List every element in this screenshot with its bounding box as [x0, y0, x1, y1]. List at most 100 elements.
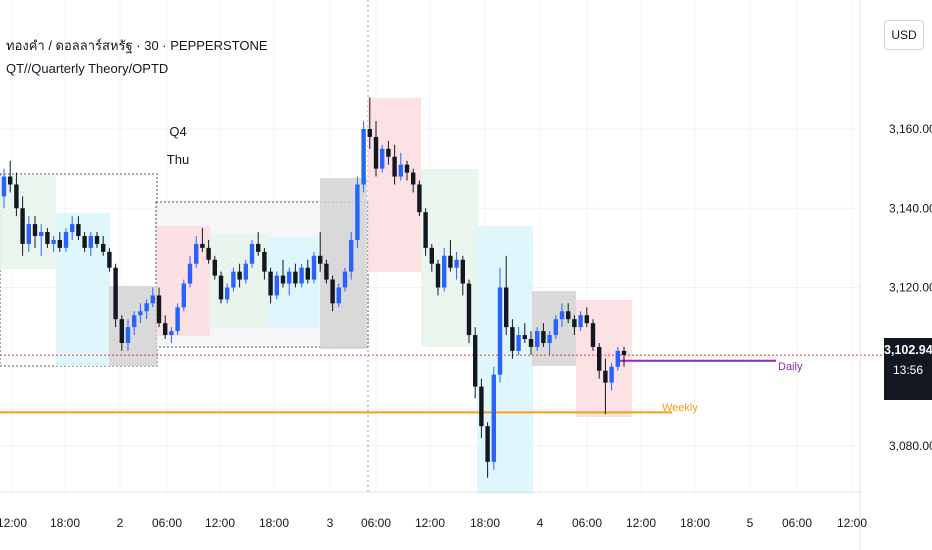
candle-body	[32, 224, 38, 236]
candle-body	[485, 426, 490, 462]
daily-level-label: Daily	[778, 361, 803, 373]
candle-body	[435, 263, 441, 288]
candle-body	[528, 339, 534, 347]
candle-body	[454, 259, 459, 268]
candle-body	[101, 243, 106, 252]
candle-body	[299, 267, 304, 284]
candle-body	[243, 263, 248, 280]
candle-body	[479, 386, 484, 427]
bar-countdown: 13:56	[892, 363, 924, 377]
candle-body	[14, 184, 19, 209]
candles	[1, 97, 627, 478]
candle-body	[212, 259, 217, 276]
candle-body	[386, 148, 391, 157]
quarter-label: Q4	[169, 124, 186, 139]
candle-body	[615, 350, 620, 367]
candle-body	[497, 287, 503, 375]
weekly-level-label: Weekly	[662, 402, 698, 414]
candle-body	[411, 172, 416, 185]
candle-body	[119, 319, 124, 343]
candle-body	[125, 327, 131, 343]
candle-body	[26, 224, 31, 244]
candle-body	[113, 267, 118, 320]
candle-body	[361, 129, 366, 185]
session-box	[368, 98, 421, 272]
day-label: Thu	[167, 152, 189, 167]
candle-body	[175, 307, 180, 332]
x-tick-label: 12:00	[0, 516, 27, 530]
y-tick-label: 3,140.00	[889, 201, 932, 215]
candle-body	[76, 224, 81, 236]
candle-body	[225, 287, 230, 300]
candle-body	[280, 275, 286, 284]
candle-body	[107, 251, 112, 268]
x-tick-label: 06:00	[152, 516, 182, 530]
candle-body	[169, 331, 174, 336]
candle-body	[82, 235, 87, 248]
candle-body	[200, 243, 205, 248]
candle-body	[305, 267, 310, 280]
candle-body	[249, 243, 255, 264]
candle-body	[504, 287, 509, 328]
candle-body	[547, 335, 552, 343]
indicator-title[interactable]: QT//Quarterly Theory/OPTD	[6, 61, 169, 76]
y-tick-label: 3,160.00	[889, 122, 932, 136]
candle-body	[70, 224, 75, 233]
candle-body	[231, 271, 236, 288]
candle-body	[132, 315, 137, 328]
candle-body	[138, 311, 143, 316]
x-tick-label: 12:00	[205, 516, 235, 530]
candle-body	[187, 263, 193, 284]
candle-body	[355, 184, 360, 240]
candle-body	[144, 303, 149, 312]
x-tick-label: 12:00	[837, 516, 867, 530]
candle-body	[51, 239, 56, 244]
price-axis: 3,160.00 3,140.00 3,120.00 3,080.00	[889, 122, 932, 453]
x-tick-label: 3	[327, 516, 334, 530]
candle-body	[417, 184, 422, 213]
candle-body	[590, 323, 596, 347]
time-axis: 12:00 18:00 2 06:00 12:00 18:00 3 06:00 12:00 18:…	[0, 516, 867, 530]
candle-body	[262, 251, 267, 272]
x-tick-label: 2	[117, 516, 124, 530]
candle-body	[256, 243, 261, 252]
x-tick-label: 18:00	[259, 516, 289, 530]
x-tick-label: 5	[747, 516, 754, 530]
x-tick-label: 18:00	[50, 516, 80, 530]
candle-body	[398, 164, 403, 177]
candle-body	[541, 331, 546, 343]
candle-body	[566, 311, 571, 320]
symbol-title[interactable]: ทองคำ / ดอลลาร์สหรัฐ · 30 · PEPPERSTONE	[6, 38, 268, 53]
y-tick-label: 3,120.00	[889, 281, 932, 295]
candle-body	[597, 346, 602, 371]
candle-body	[572, 319, 577, 328]
x-tick-label: 4	[537, 516, 544, 530]
session-box	[320, 178, 367, 349]
x-tick-label: 18:00	[470, 516, 500, 530]
candle-body	[45, 232, 50, 244]
candle-body	[342, 271, 348, 288]
candle-body	[237, 271, 242, 280]
currency-button[interactable]: USD	[884, 20, 924, 50]
x-tick-label: 12:00	[626, 516, 656, 530]
candle-body	[460, 259, 465, 284]
candle-body	[404, 164, 410, 173]
candle-body	[181, 283, 186, 308]
candle-body	[609, 366, 614, 383]
candle-body	[510, 327, 515, 351]
candle-body	[287, 271, 292, 284]
candle-body	[150, 295, 155, 304]
candle-body	[39, 232, 44, 236]
candle-body	[553, 319, 558, 336]
candle-body	[293, 271, 298, 284]
candle-body	[1, 176, 7, 197]
x-tick-label: 12:00	[415, 516, 445, 530]
candle-body	[522, 335, 527, 340]
candle-body	[392, 156, 397, 177]
candle-body	[206, 247, 211, 260]
candle-body	[88, 235, 93, 248]
candle-body	[373, 136, 379, 169]
candle-body	[94, 235, 100, 244]
x-tick-label: 18:00	[680, 516, 710, 530]
